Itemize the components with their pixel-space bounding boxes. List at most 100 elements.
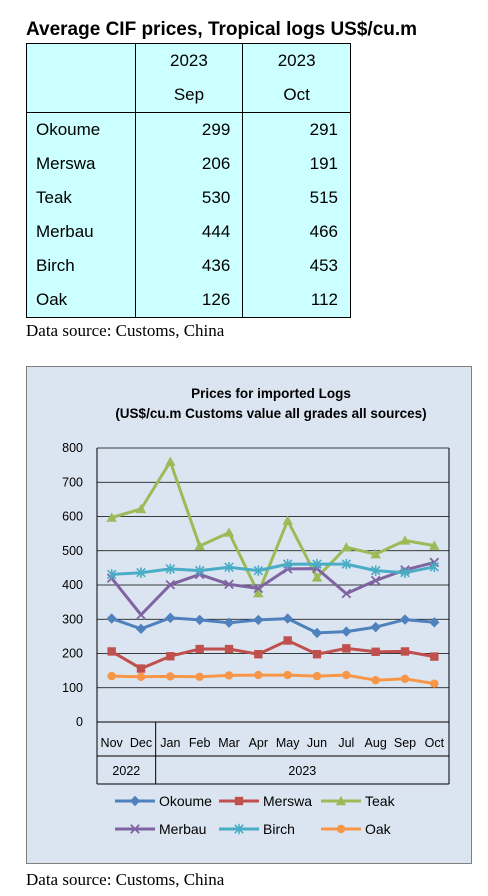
x-tick-label: Oct [425,736,445,750]
data-point-teak [106,512,117,522]
data-point-birch [370,565,381,576]
legend-label-okoume: Okoume [159,793,212,809]
x-tick-label: Feb [189,736,211,750]
row-sep-value: 206 [134,147,244,181]
x-tick-label: Jul [338,736,354,750]
row-oct-value: 191 [242,147,351,181]
x-tick-label: Jan [160,736,180,750]
y-tick-label: 200 [62,647,83,661]
x-tick-label: Sep [394,736,416,750]
y-tick-label: 700 [62,475,83,489]
x-tick-label: May [276,736,300,750]
row-sep-value: 126 [134,283,244,318]
data-point-merswa [283,636,292,645]
x-tick-label: Dec [130,736,152,750]
table-title: Average CIF prices, Tropical logs US$/cu… [26,19,418,40]
data-point-oak [283,670,292,680]
y-tick-label: 600 [62,510,83,524]
data-point-teak [370,548,381,559]
chart-subtitle: (US$/cu.m Customs value all grades all s… [115,406,426,421]
data-point-merswa [195,644,204,654]
legend-marker-okoume [129,795,141,807]
legend-label-oak: Oak [365,821,392,837]
data-point-teak [165,456,176,466]
row-oct-value: 453 [242,249,351,283]
data-point-birch [136,567,146,578]
data-point-birch [165,563,176,575]
y-tick-label: 100 [62,681,83,695]
data-point-merbau [253,583,264,594]
row-sep-value: 299 [134,112,244,147]
data-point-merswa [342,644,351,653]
y-tick-label: 300 [62,612,83,626]
chart-title: Prices for imported Logs [191,386,351,401]
data-point-teak [399,535,411,545]
data-point-merbau [341,588,352,599]
data-point-oak [371,676,380,685]
year-group-label: 2023 [288,764,316,778]
table-row: Teak 530 515 [26,181,351,215]
data-point-birch [224,561,234,573]
data-point-teak [341,542,352,552]
table-row: Oak 126 112 [26,283,351,318]
data-point-oak [254,670,263,680]
data-point-merbau [136,609,146,620]
row-name: Okoume [26,112,136,147]
data-point-merswa [136,664,146,673]
row-oct-value: 291 [242,112,351,147]
table-row: Merswa 206 191 [26,147,351,181]
row-oct-value: 112 [242,283,351,318]
row-name: Merbau [26,215,136,249]
data-point-teak [429,540,440,550]
header-empty-cell [26,78,136,113]
series-line-oak [111,673,435,686]
header-month-oct: Oct [242,78,351,113]
data-point-merswa [224,644,234,654]
line-chart: Prices for imported Logs (US$/cu.m Custo… [62,386,450,837]
row-name: Birch [26,249,136,283]
price-table: 2023 2023 Sep Oct Okoume 299 291 Merswa … [26,43,351,318]
data-point-merbau [370,575,381,586]
data-point-teak [194,540,205,551]
y-tick-label: 800 [62,441,83,455]
data-point-oak [342,670,351,680]
data-point-merswa [312,649,322,659]
legend-label-merswa: Merswa [263,793,312,809]
series-line-birch [111,562,435,576]
data-point-teak [282,515,293,525]
x-tick-label: Apr [249,736,268,750]
series-line-okoume [111,616,435,635]
data-point-oak [312,671,322,681]
x-tick-label: Nov [101,736,124,750]
chart-source-note: Data source: Customs, China [26,870,225,889]
data-point-teak [311,572,323,582]
row-name: Oak [26,283,136,318]
data-point-merswa [107,647,116,656]
data-point-oak [166,672,175,681]
series-line-merbau [110,560,435,617]
data-point-birch [282,558,293,570]
legend-marker-birch [234,823,244,835]
data-point-merswa [166,652,175,661]
data-point-oak [107,671,116,681]
chart-panel: Prices for imported Logs (US$/cu.m Custo… [26,366,472,864]
data-point-teak [223,527,235,537]
data-point-merbau [224,579,234,590]
legend-label-birch: Birch [263,821,295,837]
table-header-month-row: Sep Oct [26,78,351,113]
row-sep-value: 530 [134,181,244,215]
data-point-oak [224,671,234,680]
data-point-birch [429,561,440,573]
legend-label-teak: Teak [365,793,396,809]
year-group-label: 2022 [112,764,140,778]
series-line-teak [111,460,435,595]
x-tick-label: Aug [365,736,387,750]
data-point-merswa [371,647,380,656]
legend-marker-merswa [234,796,244,806]
series-line-merswa [110,639,435,671]
row-sep-value: 444 [134,215,244,249]
data-point-birch [194,565,205,576]
header-year-oct: 2023 [242,43,351,78]
data-point-oak [136,672,146,681]
data-point-merswa [430,652,439,661]
